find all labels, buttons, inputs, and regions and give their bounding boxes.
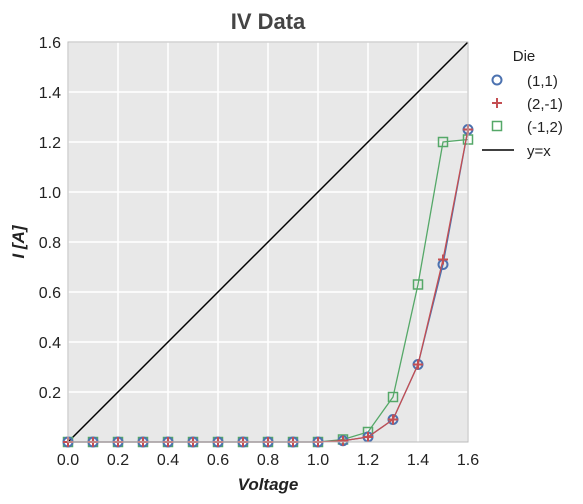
x-tick-label: 0.8 bbox=[257, 452, 279, 469]
data-point bbox=[387, 391, 399, 403]
legend: Die (1,1) (2,-1) (-1,2) y=x bbox=[482, 48, 563, 160]
data-point bbox=[412, 279, 424, 290]
legend-label: (2,-1) bbox=[527, 96, 563, 113]
legend-item: (2,-1) bbox=[492, 96, 563, 113]
y-tick-label: 0.4 bbox=[39, 335, 61, 352]
x-tick-label: 0.4 bbox=[157, 452, 179, 469]
data-point bbox=[338, 435, 348, 446]
data-point bbox=[413, 359, 423, 370]
data-point bbox=[363, 432, 373, 442]
y-tick-label: 1.6 bbox=[39, 35, 61, 52]
x-tick-label: 1.2 bbox=[357, 452, 379, 469]
y-tick-label: 0.2 bbox=[39, 385, 61, 402]
data-point bbox=[437, 136, 449, 148]
legend-label: y=x bbox=[527, 143, 551, 160]
y-tick-label: 0.6 bbox=[39, 285, 61, 302]
x-tick-labels: 0.0 0.2 0.4 0.6 0.8 1.0 1.2 1.4 1.6 bbox=[57, 452, 479, 469]
x-tick-label: 0.2 bbox=[107, 452, 129, 469]
legend-label: (1,1) bbox=[527, 73, 558, 90]
reference-line-group bbox=[67, 41, 469, 443]
x-tick-label: 1.0 bbox=[307, 452, 329, 469]
legend-label: (-1,2) bbox=[527, 119, 563, 136]
legend-item: y=x bbox=[482, 143, 551, 160]
y-tick-labels: 0.2 0.4 0.6 0.8 1.0 1.2 1.4 1.6 bbox=[39, 35, 61, 402]
legend-marker bbox=[491, 120, 503, 132]
chart-title: IV Data bbox=[231, 9, 306, 34]
x-tick-label: 1.6 bbox=[457, 452, 479, 469]
data-point bbox=[438, 254, 448, 265]
x-tick-label: 0.6 bbox=[207, 452, 229, 469]
x-tick-label: 0.0 bbox=[57, 452, 79, 469]
legend-title: Die bbox=[513, 48, 536, 65]
legend-marker bbox=[491, 74, 503, 86]
y-tick-label: 1.0 bbox=[39, 185, 61, 202]
y-tick-label: 1.4 bbox=[39, 85, 61, 102]
reference-line-y-equals-x bbox=[67, 41, 469, 443]
x-axis-label: Voltage bbox=[238, 475, 299, 494]
x-tick-label: 1.4 bbox=[407, 452, 429, 469]
plot-frame bbox=[67, 41, 469, 443]
y-axis-label: I [A] bbox=[9, 224, 28, 258]
legend-item: (1,1) bbox=[491, 73, 558, 90]
y-tick-label: 0.8 bbox=[39, 235, 61, 252]
legend-item: (-1,2) bbox=[491, 119, 563, 136]
data-point bbox=[388, 414, 398, 425]
y-tick-label: 1.2 bbox=[39, 135, 61, 152]
legend-marker bbox=[492, 98, 502, 108]
